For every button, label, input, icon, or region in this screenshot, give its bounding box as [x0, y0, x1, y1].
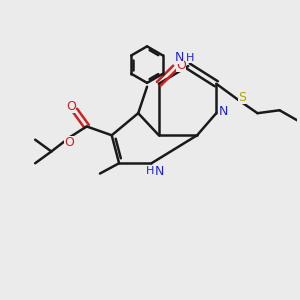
Text: H: H [186, 53, 194, 63]
Text: O: O [176, 59, 186, 72]
Text: O: O [66, 100, 76, 113]
Text: S: S [238, 92, 246, 104]
Text: H: H [146, 167, 154, 176]
Text: O: O [64, 136, 74, 148]
Text: N: N [175, 51, 184, 64]
Text: N: N [219, 105, 228, 118]
Text: N: N [155, 165, 164, 178]
